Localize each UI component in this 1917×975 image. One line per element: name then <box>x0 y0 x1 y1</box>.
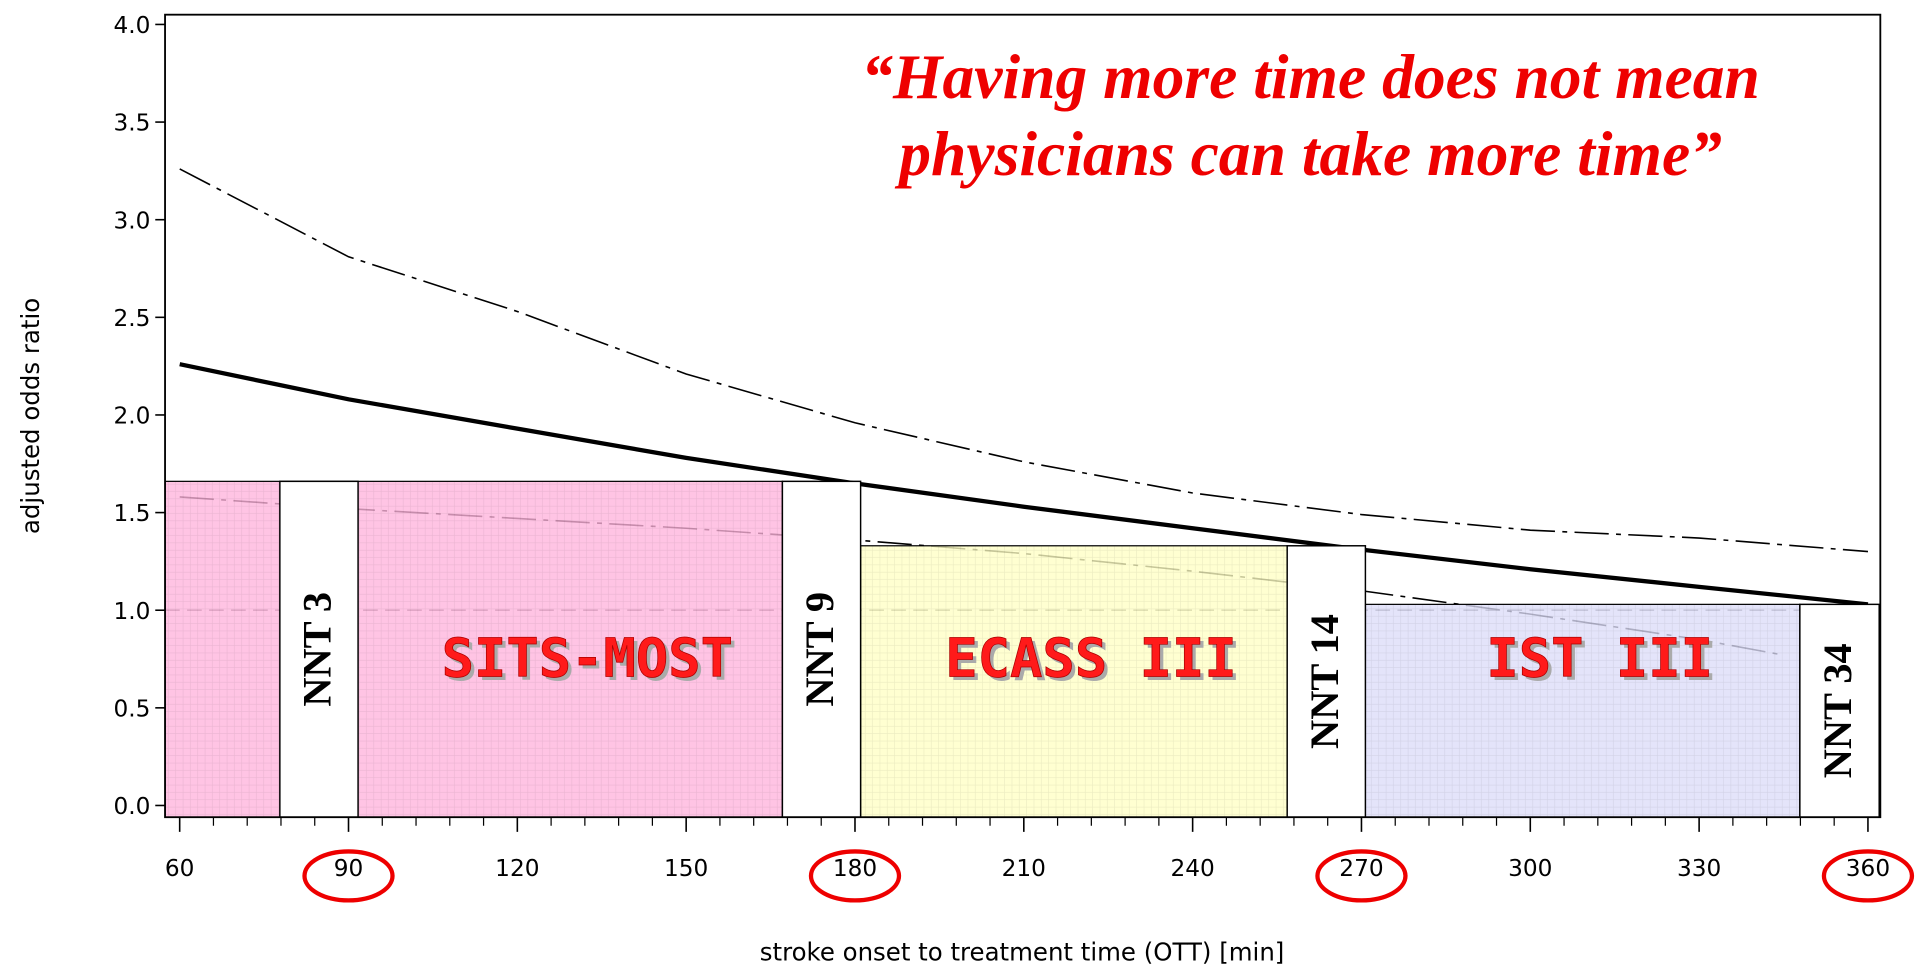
region-label-shadow: IST III <box>1490 630 1717 693</box>
x-tick-label: 120 <box>495 855 539 882</box>
y-tick-label: 0.5 <box>113 695 150 722</box>
region-label: ECASS III <box>945 626 1236 689</box>
highlight-circle <box>302 849 395 903</box>
nnt-box <box>1286 545 1367 818</box>
y-tick-label: 3.0 <box>113 207 150 234</box>
x-axis-title: stroke onset to treatment time (OTT) [mi… <box>760 937 1285 966</box>
plot-frame <box>164 13 1882 819</box>
x-tick-label: 300 <box>1508 855 1552 882</box>
x-tick-label: 180 <box>833 855 877 882</box>
y-tick-label: 1.5 <box>113 500 150 527</box>
highlight-circle <box>1315 849 1408 903</box>
y-tick-label: 3.5 <box>113 110 150 137</box>
quote-text: physicians can take more time” <box>894 118 1722 189</box>
ci-line <box>179 168 1869 553</box>
nnt-label: NNT 34 <box>1815 643 1860 778</box>
x-tick-label: 270 <box>1339 855 1383 882</box>
nnt-box <box>781 480 862 818</box>
nnt-box <box>1799 603 1880 818</box>
y-tick-label: 2.5 <box>113 305 150 332</box>
highlight-circle <box>808 849 902 903</box>
nnt-label: NNT 9 <box>797 592 842 707</box>
x-tick-label: 330 <box>1677 855 1721 882</box>
region-label: SITS-MOST <box>442 626 733 689</box>
nnt-box <box>279 480 359 818</box>
y-tick-label: 1.0 <box>113 598 150 625</box>
x-tick-label: 360 <box>1846 855 1890 882</box>
region-label: IST III <box>1486 626 1713 689</box>
region-label-shadow: ECASS III <box>949 630 1240 693</box>
x-tick-label: 240 <box>1170 855 1214 882</box>
ci-line <box>179 362 1869 607</box>
x-tick-label: 90 <box>334 855 364 882</box>
x-tick-label: 150 <box>664 855 708 882</box>
region-grid <box>165 481 783 818</box>
y-axis-title: adjusted odds ratio <box>16 298 45 534</box>
highlight-circle <box>1821 849 1915 903</box>
x-tick-label: 210 <box>1002 855 1046 882</box>
region-label-shadow: SITS-MOST <box>445 630 736 693</box>
nnt-label: NNT 3 <box>295 592 340 707</box>
nnt-label: NNT 14 <box>1302 614 1347 749</box>
y-tick-label: 4.0 <box>113 12 150 39</box>
region-grid <box>860 545 1288 818</box>
y-tick-label: 0.0 <box>113 793 150 820</box>
x-tick-label: 60 <box>165 855 195 882</box>
quote-text: “Having more time does not mean <box>861 41 1760 112</box>
y-tick-label: 2.0 <box>113 403 150 430</box>
region-grid <box>1365 604 1800 818</box>
